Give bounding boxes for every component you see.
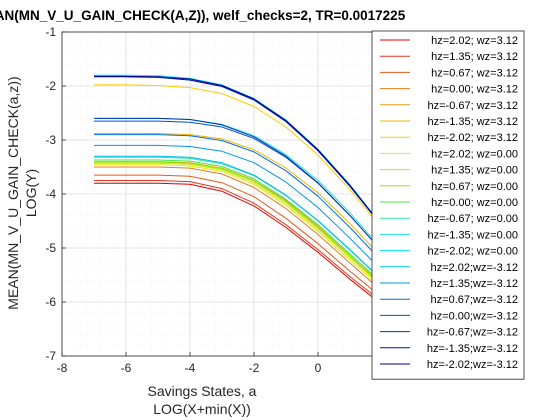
x-axis-label-line-1: Savings States, a [148,383,257,399]
legend-label: hz=-1.35;wz=-3.12 [427,343,518,355]
legend-label: hz=0.00; wz=3.12 [431,84,518,96]
legend-label: hz=-2.02;wz=-3.12 [427,359,518,371]
y-tick-label: -5 [45,241,56,255]
y-axis-label-line-2: LOG(Y) [23,169,39,217]
chart-title: AN(MN_V_U_GAIN_CHECK(A,Z)), welf_checks=… [0,8,406,23]
y-tick-label: -2 [45,79,56,93]
x-axis-label-line-2: LOG(X+min(X)) [153,401,251,417]
legend-label: hz=1.35; wz=3.12 [431,51,518,63]
y-tick-label: -7 [45,349,56,363]
legend-label: hz=0.67; wz=0.00 [431,181,518,193]
x-tick-label: -8 [57,361,68,375]
legend-label: hz=2.02; wz=0.00 [431,148,518,160]
x-tick-label: 0 [315,361,322,375]
legend-label: hz=-2.02; wz=3.12 [427,132,518,144]
x-tick-label: -4 [185,361,196,375]
legend-label: hz=-0.67;wz=-3.12 [427,327,518,339]
y-tick-label: -6 [45,295,56,309]
y-tick-label: -3 [45,133,56,147]
legend-label: hz=-0.67; wz=0.00 [427,213,518,225]
legend: hz=2.02; wz=3.12 hz=1.35; wz=3.12 hz=0.67;… [371,30,525,380]
legend-label: hz=1.35; wz=0.00 [431,165,518,177]
legend-label: hz=2.02;wz=-3.12 [431,262,518,274]
legend-label: hz=-1.35; wz=0.00 [427,229,518,241]
y-tick-label: -1 [45,25,56,39]
legend-label: hz=2.02; wz=3.12 [431,35,518,47]
legend-label: hz=0.00; wz=0.00 [431,197,518,209]
y-tick-label: -4 [45,187,56,201]
legend-label: hz=-0.67; wz=3.12 [427,100,518,112]
legend-label: hz=-1.35; wz=3.12 [427,116,518,128]
legend-label: hz=-2.02; wz=0.00 [427,246,518,258]
legend-label: hz=1.35;wz=-3.12 [431,278,518,290]
legend-label: hz=0.00;wz=-3.12 [431,310,518,322]
y-axis-label-line-1: MEAN(MN_V_U_GAIN_CHECK(a,z)) [5,76,21,309]
x-tick-label: -6 [121,361,132,375]
legend-label: hz=0.67;wz=-3.12 [431,294,518,306]
x-tick-label: -2 [249,361,260,375]
legend-label: hz=0.67; wz=3.12 [431,67,518,79]
